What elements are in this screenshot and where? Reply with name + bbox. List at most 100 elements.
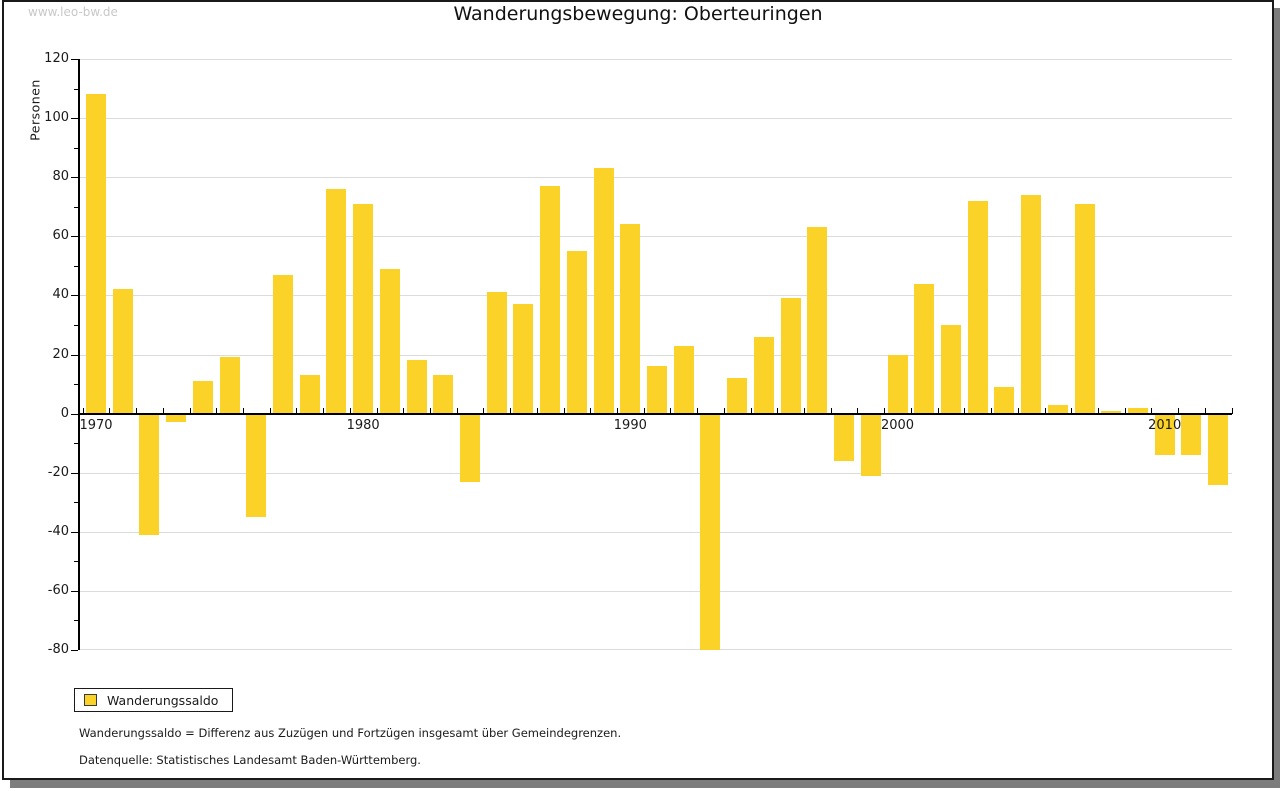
- x-tick: [590, 407, 592, 414]
- gridline: [79, 531, 1232, 533]
- x-tick: [1204, 407, 1206, 414]
- y-minor-tick: [74, 88, 78, 90]
- x-tick: [884, 407, 886, 414]
- y-minor-tick: [74, 502, 78, 504]
- x-tick: [937, 407, 939, 414]
- x-tick: [1178, 407, 1180, 414]
- bar-2003: [967, 200, 988, 414]
- plot-area: -80 -60 -40 -20 0 20 40 60 80 100 120 1970 1980 1990 2…: [44, 51, 1233, 657]
- bar-1998: [834, 413, 855, 461]
- x-tick: [216, 407, 218, 414]
- x-tick: [1044, 407, 1046, 414]
- footnote-source: Datenquelle: Statistisches Landesamt Bad…: [79, 753, 421, 767]
- x-axis-line: [78, 412, 1232, 415]
- x-tick: [617, 407, 619, 414]
- x-tick: [670, 407, 672, 414]
- gridline: [79, 590, 1232, 592]
- y-tick-label: -20: [47, 464, 69, 480]
- bar-1993: [700, 413, 721, 650]
- y-tick-label: 100: [44, 110, 69, 126]
- y-tick-label: -60: [47, 582, 69, 598]
- x-tick: [296, 407, 298, 414]
- bar-1990: [620, 224, 641, 414]
- y-tick: [71, 236, 78, 238]
- y-tick: [71, 590, 78, 592]
- y-axis-line: [78, 59, 80, 650]
- bar-2009: [1127, 407, 1148, 414]
- gridline: [79, 177, 1232, 179]
- bar-1999: [860, 413, 881, 476]
- bar-2005: [1021, 194, 1042, 414]
- y-tick: [71, 59, 78, 60]
- y-tick: [71, 295, 78, 297]
- bar-1978: [299, 375, 320, 414]
- x-tick: [82, 407, 84, 414]
- x-tick: [910, 407, 912, 414]
- x-tick-label: 1990: [613, 417, 647, 433]
- y-tick: [71, 118, 78, 120]
- bar-1974: [192, 381, 213, 414]
- bar-1975: [219, 357, 240, 414]
- bar-1977: [273, 274, 294, 414]
- bar-1992: [673, 345, 694, 414]
- x-tick: [1097, 407, 1099, 414]
- page-title: Wanderungsbewegung: Oberteuringen: [453, 3, 823, 25]
- x-tick: [1231, 407, 1233, 414]
- y-tick-label: 20: [52, 346, 69, 362]
- bar-1985: [486, 292, 507, 414]
- x-tick: [536, 407, 538, 414]
- x-tick: [483, 407, 485, 414]
- y-minor-tick: [74, 324, 78, 326]
- y-tick-label: 0: [60, 405, 69, 421]
- gridline: [79, 354, 1232, 356]
- x-tick: [269, 407, 271, 414]
- gridline: [79, 295, 1232, 297]
- gridline: [79, 236, 1232, 238]
- bar-1987: [540, 186, 561, 414]
- chart-panel-inner: www.leo-bw.de Wanderungsbewegung: Oberte…: [4, 2, 1272, 778]
- x-tick: [162, 407, 164, 414]
- x-tick-label: 2010: [1148, 417, 1182, 433]
- y-tick: [71, 531, 78, 533]
- y-minor-tick: [74, 265, 78, 267]
- x-tick: [991, 407, 993, 414]
- bar-1989: [593, 168, 614, 414]
- y-tick: [71, 354, 78, 356]
- x-tick: [376, 407, 378, 414]
- y-tick-label: 80: [52, 169, 69, 185]
- x-tick: [750, 407, 752, 414]
- bar-2004: [994, 387, 1015, 414]
- y-tick: [71, 472, 78, 474]
- y-minor-tick: [74, 620, 78, 622]
- x-tick: [349, 407, 351, 414]
- bar-1988: [566, 251, 587, 414]
- bar-1973: [166, 413, 187, 423]
- bar-2011: [1181, 413, 1202, 455]
- y-tick-label: 40: [52, 287, 69, 303]
- y-tick-label: -80: [47, 642, 69, 657]
- y-minor-tick: [74, 384, 78, 386]
- bar-1980: [353, 203, 374, 414]
- y-tick: [71, 177, 78, 179]
- x-tick: [697, 407, 699, 414]
- x-tick: [243, 407, 244, 414]
- x-tick: [109, 407, 111, 414]
- x-tick: [510, 407, 512, 414]
- x-tick: [777, 407, 779, 414]
- bar-2010: [1154, 413, 1175, 455]
- y-minor-tick: [74, 443, 78, 445]
- gridline: [79, 118, 1232, 120]
- bar-1997: [807, 227, 828, 414]
- bar-2007: [1074, 203, 1095, 414]
- bar-1972: [139, 413, 160, 535]
- x-tick: [643, 407, 645, 414]
- bar-1983: [433, 375, 454, 414]
- bar-2001: [914, 283, 935, 414]
- gridline: [79, 649, 1232, 650]
- y-tick: [71, 413, 78, 415]
- y-minor-tick: [74, 147, 78, 149]
- x-tick: [1151, 407, 1153, 414]
- x-tick: [189, 407, 191, 414]
- bar-1970: [86, 94, 106, 414]
- bar-2000: [887, 354, 908, 414]
